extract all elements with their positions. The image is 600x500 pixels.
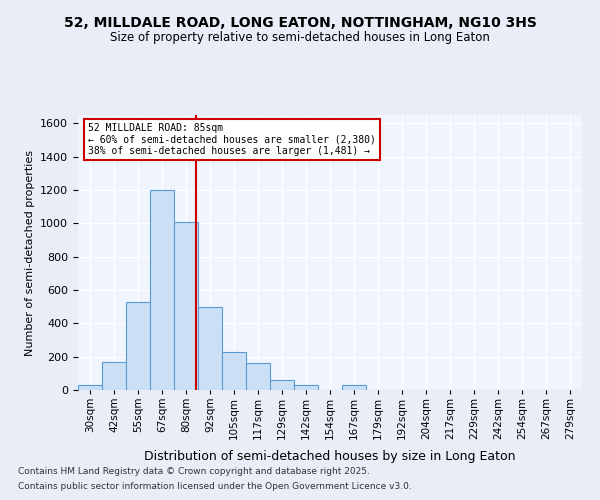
Bar [294,385,318,390]
Text: Contains HM Land Registry data © Crown copyright and database right 2025.: Contains HM Land Registry data © Crown c… [18,467,370,476]
Bar [198,306,222,390]
Bar [150,190,174,390]
Bar [102,362,126,390]
X-axis label: Distribution of semi-detached houses by size in Long Eaton: Distribution of semi-detached houses by … [144,450,516,463]
Bar [270,380,294,390]
Text: Contains public sector information licensed under the Open Government Licence v3: Contains public sector information licen… [18,482,412,491]
Bar [174,222,198,390]
Text: 52 MILLDALE ROAD: 85sqm
← 60% of semi-detached houses are smaller (2,380)
38% of: 52 MILLDALE ROAD: 85sqm ← 60% of semi-de… [88,123,376,156]
Text: Size of property relative to semi-detached houses in Long Eaton: Size of property relative to semi-detach… [110,31,490,44]
Bar [246,364,270,390]
Bar [342,385,366,390]
Text: 52, MILLDALE ROAD, LONG EATON, NOTTINGHAM, NG10 3HS: 52, MILLDALE ROAD, LONG EATON, NOTTINGHA… [64,16,536,30]
Bar [126,302,150,390]
Bar [222,352,246,390]
Y-axis label: Number of semi-detached properties: Number of semi-detached properties [25,150,35,356]
Bar [78,385,102,390]
